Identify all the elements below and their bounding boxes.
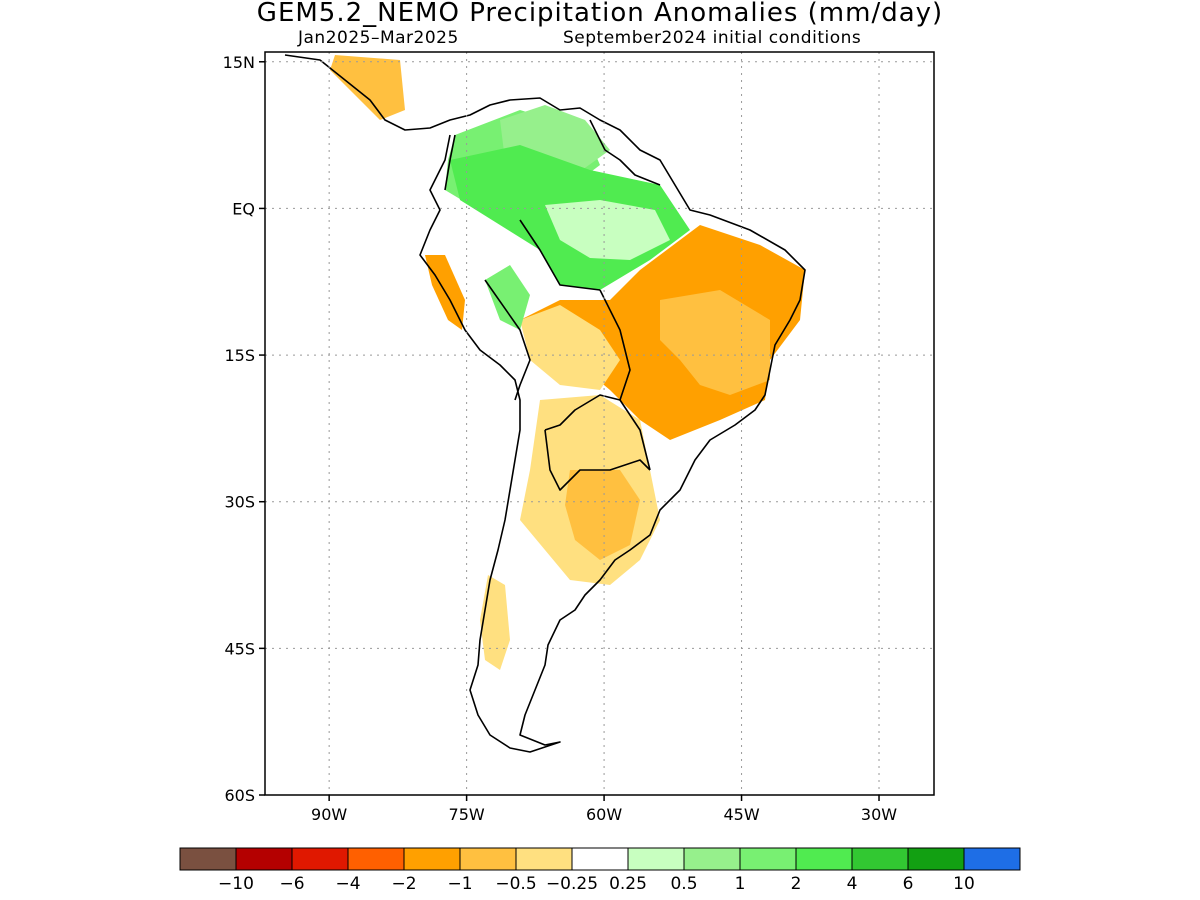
initial-conditions-label: September2024 initial conditions — [563, 28, 862, 48]
anomaly-region — [545, 200, 670, 260]
colorbar-label: 1 — [735, 874, 746, 894]
colorbar-label: 0.5 — [670, 874, 697, 894]
lat-tick-label: 30S — [224, 493, 255, 512]
anomaly-region — [485, 265, 530, 330]
coastline-segment — [444, 134, 456, 191]
anomaly-region — [660, 290, 770, 395]
colorbar-label: −1 — [447, 874, 472, 894]
lon-tick-label: 90W — [311, 805, 347, 824]
coastline-segment — [519, 219, 601, 291]
colorbar-swatch — [627, 847, 685, 871]
colorbar-label: 4 — [847, 874, 858, 894]
colorbar-swatch — [515, 847, 573, 871]
colorbar-label: 0.25 — [609, 874, 647, 894]
coastline-segment — [619, 399, 651, 471]
colorbar-swatch — [795, 847, 853, 871]
forecast-period: Jan2025–Mar2025 — [298, 28, 459, 48]
lat-tick-label: 15S — [224, 346, 255, 365]
colorbar-label: −6 — [279, 874, 304, 894]
colorbar-label: −0.25 — [546, 874, 598, 894]
anomaly-shading — [330, 55, 805, 670]
coastline-segment — [284, 54, 806, 753]
lon-tick-label: 30W — [861, 805, 897, 824]
coastlines-and-borders — [284, 54, 806, 753]
lon-tick-label: 45W — [723, 805, 759, 824]
anomaly-region — [330, 55, 405, 120]
colorbar-label: −10 — [218, 874, 254, 894]
anomaly-region — [520, 305, 620, 390]
lat-tick-label: 60S — [224, 786, 255, 805]
coastline-segment — [544, 429, 651, 491]
coastline-segment — [544, 289, 631, 431]
map-axes: 15N EQ 15S 30S 45S 60S 90W 75W 60W 45W 30W — [223, 53, 898, 824]
lon-tick-label: 75W — [449, 805, 485, 824]
colorbar-swatch — [851, 847, 909, 871]
colorbar-swatch — [739, 847, 797, 871]
lat-tick-label: EQ — [232, 199, 255, 218]
map-title: GEM5.2_NEMO Precipitation Anomalies (mm/… — [256, 0, 944, 28]
lat-tick-label: 15N — [223, 53, 255, 72]
colorbar-swatch — [347, 847, 405, 871]
colorbar-swatch — [683, 847, 741, 871]
colorbar-swatch — [907, 847, 965, 871]
colorbar-label: −0.5 — [495, 874, 536, 894]
coastline-segment — [589, 119, 661, 186]
colorbar-label: −2 — [391, 874, 416, 894]
colorbar-label: −4 — [335, 874, 360, 894]
anomaly-region — [565, 470, 640, 560]
colorbar-swatch — [963, 847, 1021, 871]
lon-tick-label: 60W — [586, 805, 622, 824]
colorbar-swatch — [571, 847, 629, 871]
colorbar-swatch — [235, 847, 293, 871]
colorbar-label: 10 — [953, 874, 975, 894]
coastline-segment — [484, 279, 531, 401]
colorbar-swatch — [291, 847, 349, 871]
map-frame — [264, 51, 935, 796]
colorbar-swatch — [459, 847, 517, 871]
colorbar-label: 6 — [903, 874, 914, 894]
colorbar-label: 2 — [791, 874, 802, 894]
colorbar: −10 −6 −4 −2 −1 −0.5 −0.25 0.25 0.5 1 2 4 6 10 — [179, 847, 1021, 894]
colorbar-swatch — [179, 847, 237, 871]
colorbar-swatch — [403, 847, 461, 871]
gridlines — [265, 52, 934, 795]
lat-tick-label: 45S — [224, 639, 255, 658]
